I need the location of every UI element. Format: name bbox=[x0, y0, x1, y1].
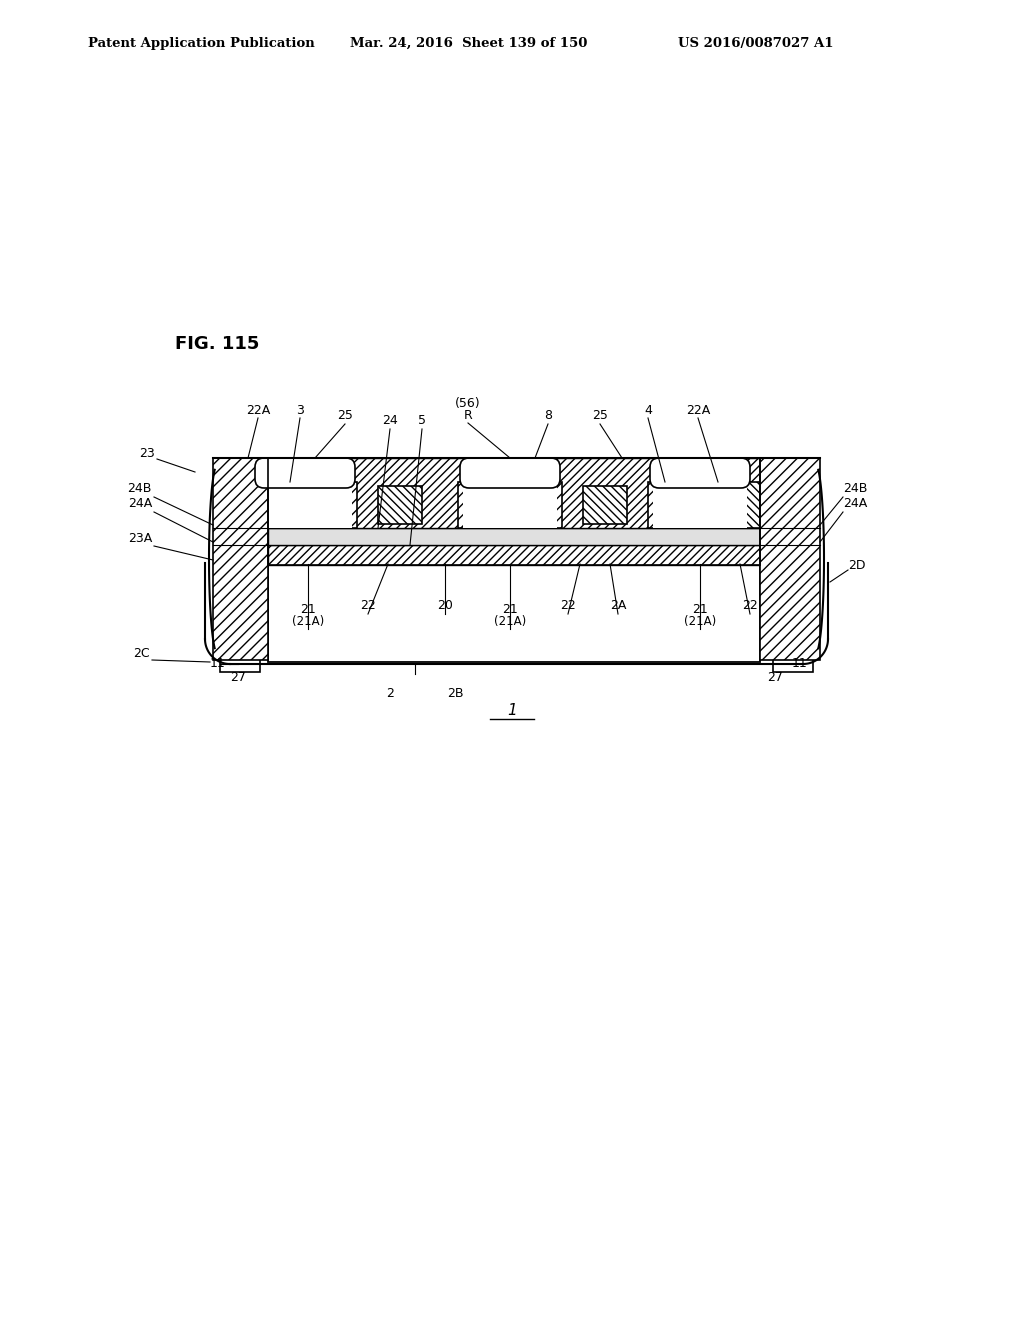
Bar bbox=[583, 486, 627, 524]
Text: 24A: 24A bbox=[128, 498, 152, 510]
Text: 24A: 24A bbox=[843, 498, 867, 510]
Text: 25: 25 bbox=[592, 409, 608, 422]
Text: 11: 11 bbox=[210, 657, 226, 671]
Text: 2B: 2B bbox=[446, 686, 463, 700]
Bar bbox=[458, 482, 562, 528]
Text: 11: 11 bbox=[793, 657, 808, 671]
Bar bbox=[205, 539, 230, 640]
Text: 24B: 24B bbox=[843, 482, 867, 495]
FancyBboxPatch shape bbox=[255, 458, 355, 488]
Bar bbox=[378, 486, 422, 524]
Text: US 2016/0087027 A1: US 2016/0087027 A1 bbox=[678, 37, 834, 50]
Bar bbox=[803, 539, 828, 640]
Text: R: R bbox=[464, 409, 472, 422]
Text: (21A): (21A) bbox=[292, 615, 325, 628]
Text: 4: 4 bbox=[644, 404, 652, 417]
Text: 24: 24 bbox=[382, 414, 398, 426]
Text: Mar. 24, 2016  Sheet 139 of 150: Mar. 24, 2016 Sheet 139 of 150 bbox=[350, 37, 588, 50]
Bar bbox=[258, 458, 352, 528]
Bar bbox=[268, 528, 760, 545]
Text: (21A): (21A) bbox=[684, 615, 716, 628]
Text: 5: 5 bbox=[418, 414, 426, 426]
Bar bbox=[653, 458, 746, 528]
Bar bbox=[230, 664, 803, 685]
Bar bbox=[268, 482, 300, 528]
Text: 23A: 23A bbox=[128, 532, 152, 545]
Text: FIG. 115: FIG. 115 bbox=[175, 335, 259, 352]
Bar bbox=[463, 458, 557, 528]
Bar bbox=[220, 657, 260, 672]
Bar bbox=[773, 657, 813, 672]
Text: 25: 25 bbox=[337, 409, 353, 422]
Bar bbox=[253, 482, 357, 528]
Text: 1: 1 bbox=[507, 704, 517, 718]
Bar bbox=[726, 482, 760, 528]
Bar bbox=[648, 482, 752, 528]
Bar bbox=[268, 545, 760, 565]
Text: 2C: 2C bbox=[133, 647, 150, 660]
FancyBboxPatch shape bbox=[460, 458, 560, 488]
Text: 2: 2 bbox=[386, 686, 394, 700]
Text: 27: 27 bbox=[230, 671, 246, 684]
Text: 21: 21 bbox=[300, 603, 315, 616]
Text: (56): (56) bbox=[456, 397, 481, 411]
Text: 24B: 24B bbox=[128, 482, 152, 495]
Text: 8: 8 bbox=[544, 409, 552, 422]
Bar bbox=[268, 565, 760, 663]
Text: 21: 21 bbox=[502, 603, 518, 616]
Text: 23: 23 bbox=[139, 447, 155, 459]
Text: 22A: 22A bbox=[686, 404, 710, 417]
Text: 2A: 2A bbox=[610, 599, 627, 612]
Bar bbox=[213, 458, 268, 660]
Bar bbox=[760, 458, 820, 660]
Text: Patent Application Publication: Patent Application Publication bbox=[88, 37, 314, 50]
Text: (21A): (21A) bbox=[494, 615, 526, 628]
Text: 22A: 22A bbox=[246, 404, 270, 417]
Text: 22: 22 bbox=[560, 599, 575, 612]
Text: 22: 22 bbox=[360, 599, 376, 612]
Text: 27: 27 bbox=[767, 671, 783, 684]
Text: 2D: 2D bbox=[848, 558, 865, 572]
Bar bbox=[268, 458, 760, 528]
Text: 22: 22 bbox=[742, 599, 758, 612]
Text: 21: 21 bbox=[692, 603, 708, 616]
FancyBboxPatch shape bbox=[650, 458, 750, 488]
Text: 3: 3 bbox=[296, 404, 304, 417]
Text: 20: 20 bbox=[437, 599, 453, 612]
